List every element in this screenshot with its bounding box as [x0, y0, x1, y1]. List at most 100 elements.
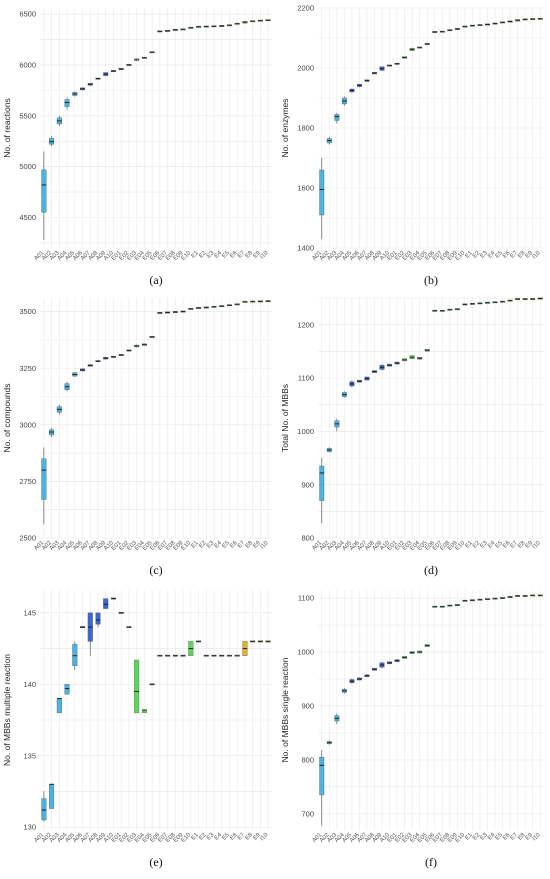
y-tick-label: 900: [301, 702, 314, 711]
y-tick-label: 1100: [298, 374, 314, 383]
x-tick-label: E9: [525, 250, 535, 260]
panel-d: 800900100011001200A01A02A03A04A05A06A07A…: [280, 297, 544, 577]
x-tick-label: I10: [532, 832, 543, 843]
y-tick-label: 130: [23, 823, 36, 832]
x-tick-label: E8: [245, 250, 255, 260]
x-tick-label: E8: [245, 832, 255, 842]
y-tick-label: 1000: [297, 427, 314, 436]
y-tick-label: 4500: [19, 213, 36, 222]
y-tick-label: 800: [301, 534, 314, 543]
x-tick-label: E6: [502, 832, 512, 842]
x-tick-label: E6: [502, 540, 512, 550]
y-axis-label: No. of compounds: [2, 384, 12, 453]
x-tick-label: E3: [206, 540, 216, 550]
x-tick-label: E7: [237, 250, 247, 260]
x-tick-label: E9: [252, 540, 262, 550]
box: [41, 169, 47, 213]
x-tick-label: E4: [214, 832, 224, 842]
x-tick-label: I10: [259, 540, 270, 551]
y-tick-label: 1600: [297, 184, 314, 193]
x-tick-label: E1: [191, 540, 201, 550]
box: [72, 644, 78, 666]
x-tick-label: E9: [252, 832, 262, 842]
box: [103, 598, 109, 609]
y-tick-label: 1400: [297, 244, 314, 253]
x-tick-label: E4: [214, 250, 224, 260]
x-tick-label: E6: [229, 250, 239, 260]
y-tick-label: 6500: [19, 10, 36, 19]
y-tick-label: 3250: [19, 364, 36, 373]
x-tick-label: E2: [472, 832, 482, 842]
box: [64, 684, 70, 695]
panel-a: 45005000550060006500A01A02A03A04A05A06A0…: [2, 8, 272, 287]
x-tick-label: E4: [487, 832, 497, 842]
y-tick-label: 135: [23, 751, 36, 760]
x-tick-label: E8: [517, 540, 527, 550]
box: [49, 784, 55, 809]
y-tick-label: 5500: [19, 111, 36, 120]
y-tick-label: 900: [301, 480, 314, 489]
panel-e: 130135140145A01A02A03A04A05A06A07A08A09A…: [2, 590, 272, 869]
x-tick-label: E3: [206, 832, 216, 842]
x-tick-label: E2: [198, 832, 208, 842]
y-tick-label: 145: [23, 608, 36, 617]
panel-label: (b): [424, 273, 438, 287]
y-axis-label: No. of MBBs multiple reaction: [2, 654, 12, 766]
x-tick-label: E9: [252, 250, 262, 260]
box: [41, 798, 47, 821]
x-tick-label: I10: [259, 250, 270, 261]
x-tick-label: E8: [517, 832, 527, 842]
x-tick-label: E4: [487, 540, 497, 550]
x-tick-label: E3: [206, 250, 216, 260]
y-axis-label: No. of enzymes: [280, 98, 290, 157]
y-tick-label: 1200: [297, 320, 314, 329]
x-tick-label: I10: [532, 250, 543, 261]
y-tick-label: 2200: [297, 4, 314, 13]
box: [319, 465, 325, 501]
x-tick-label: E5: [221, 540, 231, 550]
y-tick-label: 6000: [19, 61, 36, 70]
box: [134, 659, 140, 714]
y-tick-label: 140: [23, 680, 36, 689]
x-tick-label: E2: [472, 250, 482, 260]
y-axis-label: Total No. of MBBs: [280, 384, 290, 452]
y-tick-label: 2500: [19, 534, 36, 543]
y-tick-label: 2750: [19, 477, 36, 486]
x-tick-label: E5: [221, 832, 231, 842]
x-tick-label: E8: [245, 540, 255, 550]
box: [64, 99, 70, 107]
x-tick-label: E6: [229, 540, 239, 550]
x-tick-label: E9: [525, 832, 535, 842]
panel-label: (c): [149, 563, 162, 577]
x-tick-label: E5: [495, 832, 505, 842]
y-tick-label: 700: [301, 809, 314, 818]
box: [334, 114, 340, 121]
x-tick-label: E2: [198, 540, 208, 550]
panel-label: (e): [149, 855, 162, 869]
x-tick-label: E1: [464, 832, 474, 842]
x-tick-label: E1: [191, 832, 201, 842]
box: [95, 612, 101, 625]
panel-f: 70080090010001100A01A02A03A04A05A06A07A0…: [280, 590, 544, 869]
x-tick-label: E5: [221, 250, 231, 260]
x-tick-label: E4: [487, 250, 497, 260]
x-tick-label: E3: [479, 250, 489, 260]
x-tick-label: E7: [510, 250, 520, 260]
x-tick-label: E2: [472, 540, 482, 550]
y-tick-label: 1000: [297, 648, 314, 657]
x-tick-label: E7: [237, 540, 247, 550]
x-tick-label: E2: [198, 250, 208, 260]
panel-label: (a): [149, 273, 162, 287]
y-tick-label: 1100: [298, 594, 314, 603]
x-tick-label: E6: [229, 832, 239, 842]
x-tick-label: E7: [510, 832, 520, 842]
panel-label: (f): [425, 855, 437, 869]
box: [319, 169, 325, 216]
x-tick-label: E1: [464, 540, 474, 550]
x-tick-label: E9: [525, 540, 535, 550]
x-tick-label: E4: [214, 540, 224, 550]
x-tick-label: I10: [532, 540, 543, 551]
box: [319, 757, 325, 796]
x-tick-label: E8: [517, 250, 527, 260]
